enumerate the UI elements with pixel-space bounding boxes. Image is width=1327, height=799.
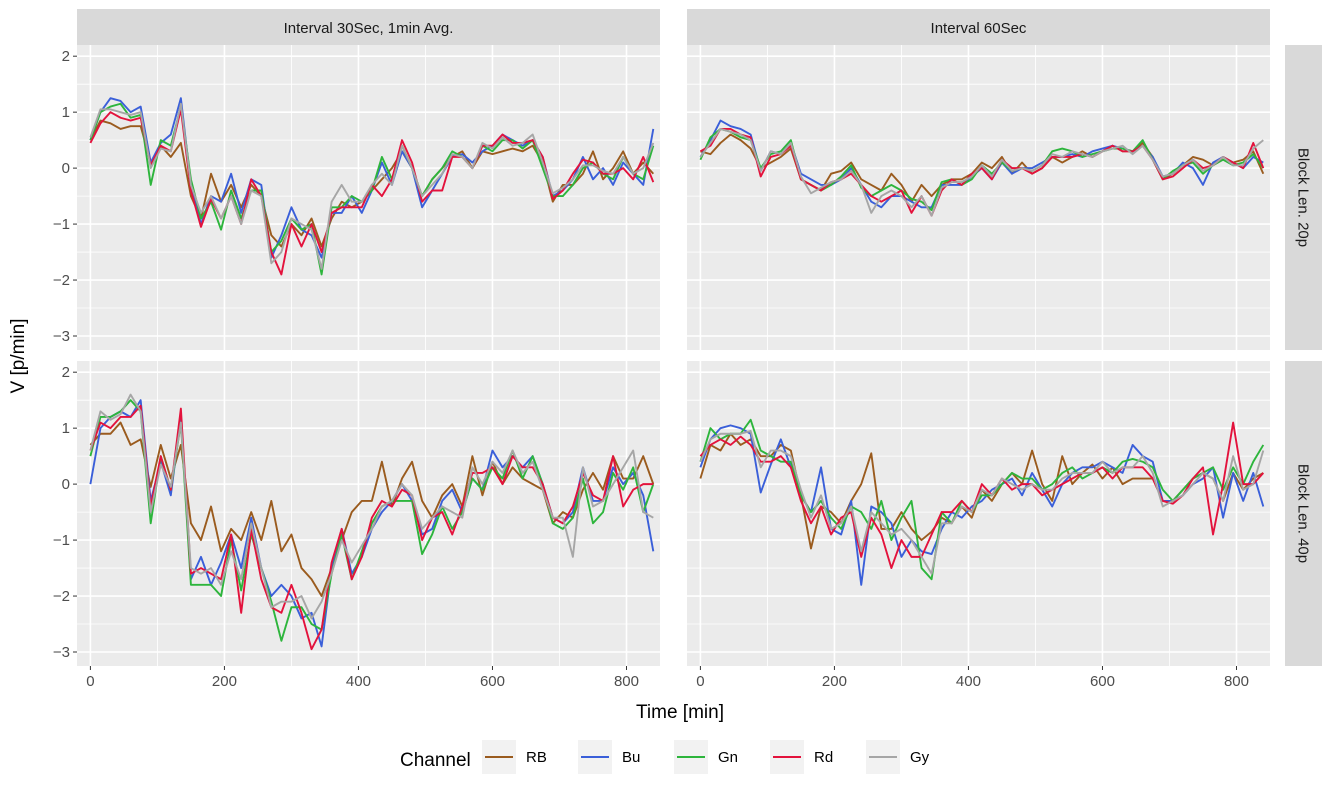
y-axis-ticks: −3 −2 −1 0 1 2 −3 −2 −1 0 1 2 bbox=[53, 48, 77, 661]
y-tick-label: 0 bbox=[62, 476, 70, 493]
y-tick-label: −2 bbox=[53, 272, 70, 289]
series-line-gy bbox=[89, 102, 655, 270]
legend: Channel RB Bu Gn Rd Gy bbox=[400, 740, 930, 774]
facet-panel bbox=[687, 361, 1270, 666]
facet-panel bbox=[77, 361, 660, 666]
legend-label: Gn bbox=[718, 749, 738, 766]
y-tick-label: −1 bbox=[53, 532, 70, 549]
y-tick-label: 2 bbox=[62, 364, 70, 381]
x-tick-label: 200 bbox=[212, 673, 237, 690]
legend-title: Channel bbox=[400, 750, 471, 771]
col-strip-label: Interval 30Sec, 1min Avg. bbox=[284, 20, 454, 37]
row-strip bbox=[1285, 45, 1322, 350]
x-tick-label: 800 bbox=[614, 673, 639, 690]
col-strip-label: Interval 60Sec bbox=[931, 20, 1027, 37]
facet-panel bbox=[687, 45, 1270, 350]
panel-background bbox=[687, 361, 1270, 666]
series-line-gy bbox=[699, 127, 1264, 217]
x-tick-label: 0 bbox=[86, 673, 94, 690]
row-strip bbox=[1285, 361, 1322, 666]
y-tick-label: −3 bbox=[53, 644, 70, 661]
col-strip bbox=[77, 9, 660, 45]
y-tick-label: 1 bbox=[62, 104, 70, 121]
legend-label: Bu bbox=[622, 749, 640, 766]
y-tick-label: 1 bbox=[62, 420, 70, 437]
x-axis-title: Time [min] bbox=[636, 702, 724, 723]
col-strip bbox=[687, 9, 1270, 45]
y-tick-label: −1 bbox=[53, 216, 70, 233]
y-tick-label: −3 bbox=[53, 328, 70, 345]
series-line-gy bbox=[699, 429, 1265, 575]
panel-background bbox=[687, 45, 1270, 350]
x-tick-label: 600 bbox=[1090, 673, 1115, 690]
x-tick-label: 400 bbox=[956, 673, 981, 690]
y-axis-title: V [p/min] bbox=[8, 319, 29, 394]
y-tick-label: −2 bbox=[53, 588, 70, 605]
y-tick-label: 0 bbox=[62, 160, 70, 177]
legend-label: RB bbox=[526, 749, 547, 766]
y-tick-label: 2 bbox=[62, 48, 70, 65]
row-strip-label: Block Len. 40p bbox=[1295, 464, 1312, 563]
series-line-gy bbox=[89, 393, 654, 620]
panels-layer bbox=[77, 45, 1270, 666]
x-tick-label: 0 bbox=[696, 673, 704, 690]
x-tick-label: 800 bbox=[1224, 673, 1249, 690]
series-line-gn bbox=[699, 418, 1265, 581]
legend-label: Gy bbox=[910, 749, 930, 766]
facet-panel bbox=[77, 45, 660, 350]
legend-label: Rd bbox=[814, 749, 833, 766]
x-tick-label: 400 bbox=[346, 673, 371, 690]
strips-layer: Interval 30Sec, 1min Avg. Interval 60Sec B… bbox=[77, 9, 1322, 666]
x-axis-ticks: 0 200 400 600 800 0 200 400 600 800 bbox=[86, 666, 1249, 690]
x-tick-label: 600 bbox=[480, 673, 505, 690]
row-strip-label: Block Len. 20p bbox=[1295, 148, 1312, 247]
x-tick-label: 200 bbox=[822, 673, 847, 690]
